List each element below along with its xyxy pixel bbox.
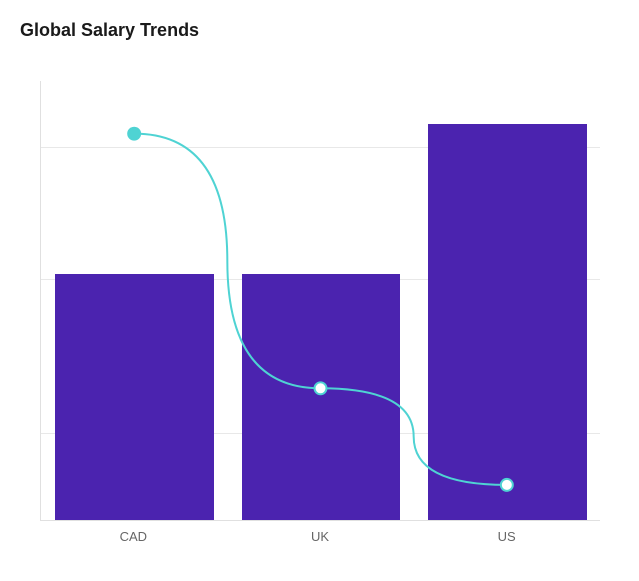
salary-chart: CAD UK US	[20, 61, 619, 561]
x-axis-label: CAD	[120, 529, 147, 544]
x-axis-labels: CAD UK US	[40, 529, 600, 549]
chart-title: Global Salary Trends	[20, 20, 619, 41]
line-marker	[501, 479, 513, 491]
x-axis-label: US	[498, 529, 516, 544]
line-overlay	[41, 81, 600, 520]
plot-area	[40, 81, 600, 521]
trend-line	[134, 134, 507, 485]
x-axis-label: UK	[311, 529, 329, 544]
line-marker	[128, 128, 140, 140]
line-marker	[315, 382, 327, 394]
